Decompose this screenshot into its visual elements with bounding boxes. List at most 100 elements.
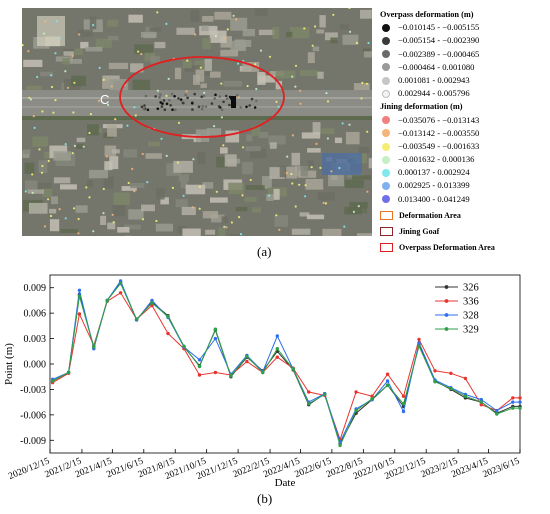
panel-label-b: (b) (257, 491, 273, 506)
overpass-legend-item: −0.002389 - −0.000465 (380, 48, 550, 61)
building-blocks (22, 8, 372, 236)
y-tick-label: -0.003 (20, 385, 46, 396)
jining-class-marker (382, 129, 390, 138)
data-point-329 (245, 354, 249, 359)
data-point-329 (463, 394, 468, 398)
data-point-329 (417, 344, 421, 348)
data-point-329 (495, 412, 499, 416)
highway (22, 90, 372, 116)
data-point-328 (495, 408, 499, 413)
data-point-328 (118, 279, 123, 283)
data-point-329 (449, 386, 453, 391)
jining-class-label: −0.035076 - −0.013143 (398, 114, 480, 125)
overpass-legend-item: 0.002944 - 0.005796 (380, 87, 550, 100)
data-point-336 (463, 376, 468, 381)
data-point-328 (77, 288, 82, 292)
data-point-329 (197, 364, 202, 369)
data-point-328 (518, 400, 522, 404)
data-point-336 (166, 331, 170, 336)
legend-marker (444, 313, 449, 317)
y-tick-label: -0.009 (20, 436, 46, 447)
data-point-329 (323, 392, 327, 397)
area-label-c: C (100, 92, 109, 107)
jining-class-marker (382, 155, 390, 164)
jining-class-label: 0.013400 - 0.041249 (398, 193, 470, 204)
jining-class-label: −0.013142 - −0.003550 (398, 127, 480, 138)
overpass-class-marker (382, 36, 390, 45)
legend-marker (444, 327, 449, 331)
satellite-map: C (22, 8, 372, 236)
data-point-336 (150, 303, 154, 308)
data-point-336 (385, 372, 390, 376)
y-tick-label: 0.003 (24, 334, 47, 345)
data-point-328 (213, 336, 218, 341)
data-point-328 (401, 409, 406, 414)
x-tick-label: 2020/12/15 (7, 456, 51, 482)
area-swatch (380, 243, 393, 253)
data-point-336 (401, 394, 406, 398)
y-tick-label: 0.009 (24, 283, 47, 294)
data-point-336 (77, 312, 82, 316)
data-point-336 (118, 291, 123, 295)
time-series-chart: -0.009 -0.006 -0.003 0.000 0.003 0.006 0.009 2… (3, 274, 522, 489)
data-point-328 (150, 298, 154, 303)
jining-class-label: 0.000137 - 0.002924 (398, 167, 470, 178)
data-point-336 (449, 371, 453, 375)
data-point-329 (354, 408, 358, 413)
data-point-329 (118, 281, 123, 286)
data-point-329 (77, 294, 82, 298)
data-point-329 (338, 443, 342, 448)
data-point-329 (479, 400, 483, 404)
jining-class-marker (382, 195, 390, 204)
jining-legend-item: 0.000137 - 0.002924 (380, 166, 550, 179)
data-point-329 (166, 314, 170, 319)
overpass-legend-list: −0.010145 - −0.005155 −0.005154 - −0.0023… (380, 21, 550, 100)
data-point-336 (370, 394, 374, 398)
data-point-328 (479, 397, 483, 402)
series-line-329 (52, 282, 520, 447)
legend-marker (444, 299, 449, 303)
data-point-329 (518, 406, 522, 410)
data-point-329 (213, 327, 218, 331)
overpass-class-marker (382, 50, 390, 59)
x-tick-label: 2023/6/15 (482, 456, 522, 480)
overpass-class-label: −0.002389 - −0.000465 (398, 48, 480, 59)
overpass-class-label: −0.010145 - −0.005155 (398, 22, 480, 33)
jining-class-marker (382, 116, 390, 125)
overpass-class-marker (382, 76, 390, 85)
data-point-336 (511, 396, 515, 400)
panel-label-a: (a) (257, 244, 272, 259)
overpass-class-label: −0.000464 - 0.001080 (398, 61, 475, 72)
data-point-329 (433, 380, 437, 384)
data-point-336 (433, 369, 437, 373)
area-legend-list: Deformation Area Jining Goaf Overpass Defo… (380, 208, 550, 256)
overpass-legend-title: Overpass deformation (m) (380, 10, 474, 19)
jining-legend-item: −0.001632 - 0.000136 (380, 153, 550, 166)
data-point-329 (261, 370, 265, 375)
area-label: Overpass Deformation Area (399, 243, 495, 253)
area-swatch (380, 227, 393, 237)
data-point-329 (307, 402, 311, 406)
y-tick-label: 0.006 (24, 309, 47, 320)
overpass-class-marker (382, 89, 390, 98)
overpass-class-marker (382, 23, 390, 32)
data-point-336 (245, 359, 249, 364)
data-point-328 (417, 341, 421, 345)
data-point-329 (275, 347, 279, 351)
data-point-329 (50, 379, 55, 383)
y-axis-label: Point (m) (3, 343, 15, 385)
data-point-329 (134, 317, 139, 321)
plot-frame (49, 274, 521, 454)
legend-label: 329 (463, 325, 479, 336)
series-line-328 (52, 279, 520, 444)
x-axis: 2020/12/152021/2/152021/4/152021/6/15202… (7, 449, 521, 482)
jining-class-label: −0.001632 - 0.000136 (398, 154, 475, 165)
jining-class-label: −0.003549 - −0.001633 (398, 140, 480, 151)
data-point-336 (479, 403, 483, 407)
data-point-329 (511, 406, 515, 410)
jining-legend-item: 0.002925 - 0.013399 (380, 179, 550, 192)
area-label: Deformation Area (399, 211, 461, 221)
jining-legend-title: Jining deformation (m) (380, 102, 463, 112)
series-line-336 (52, 292, 520, 441)
